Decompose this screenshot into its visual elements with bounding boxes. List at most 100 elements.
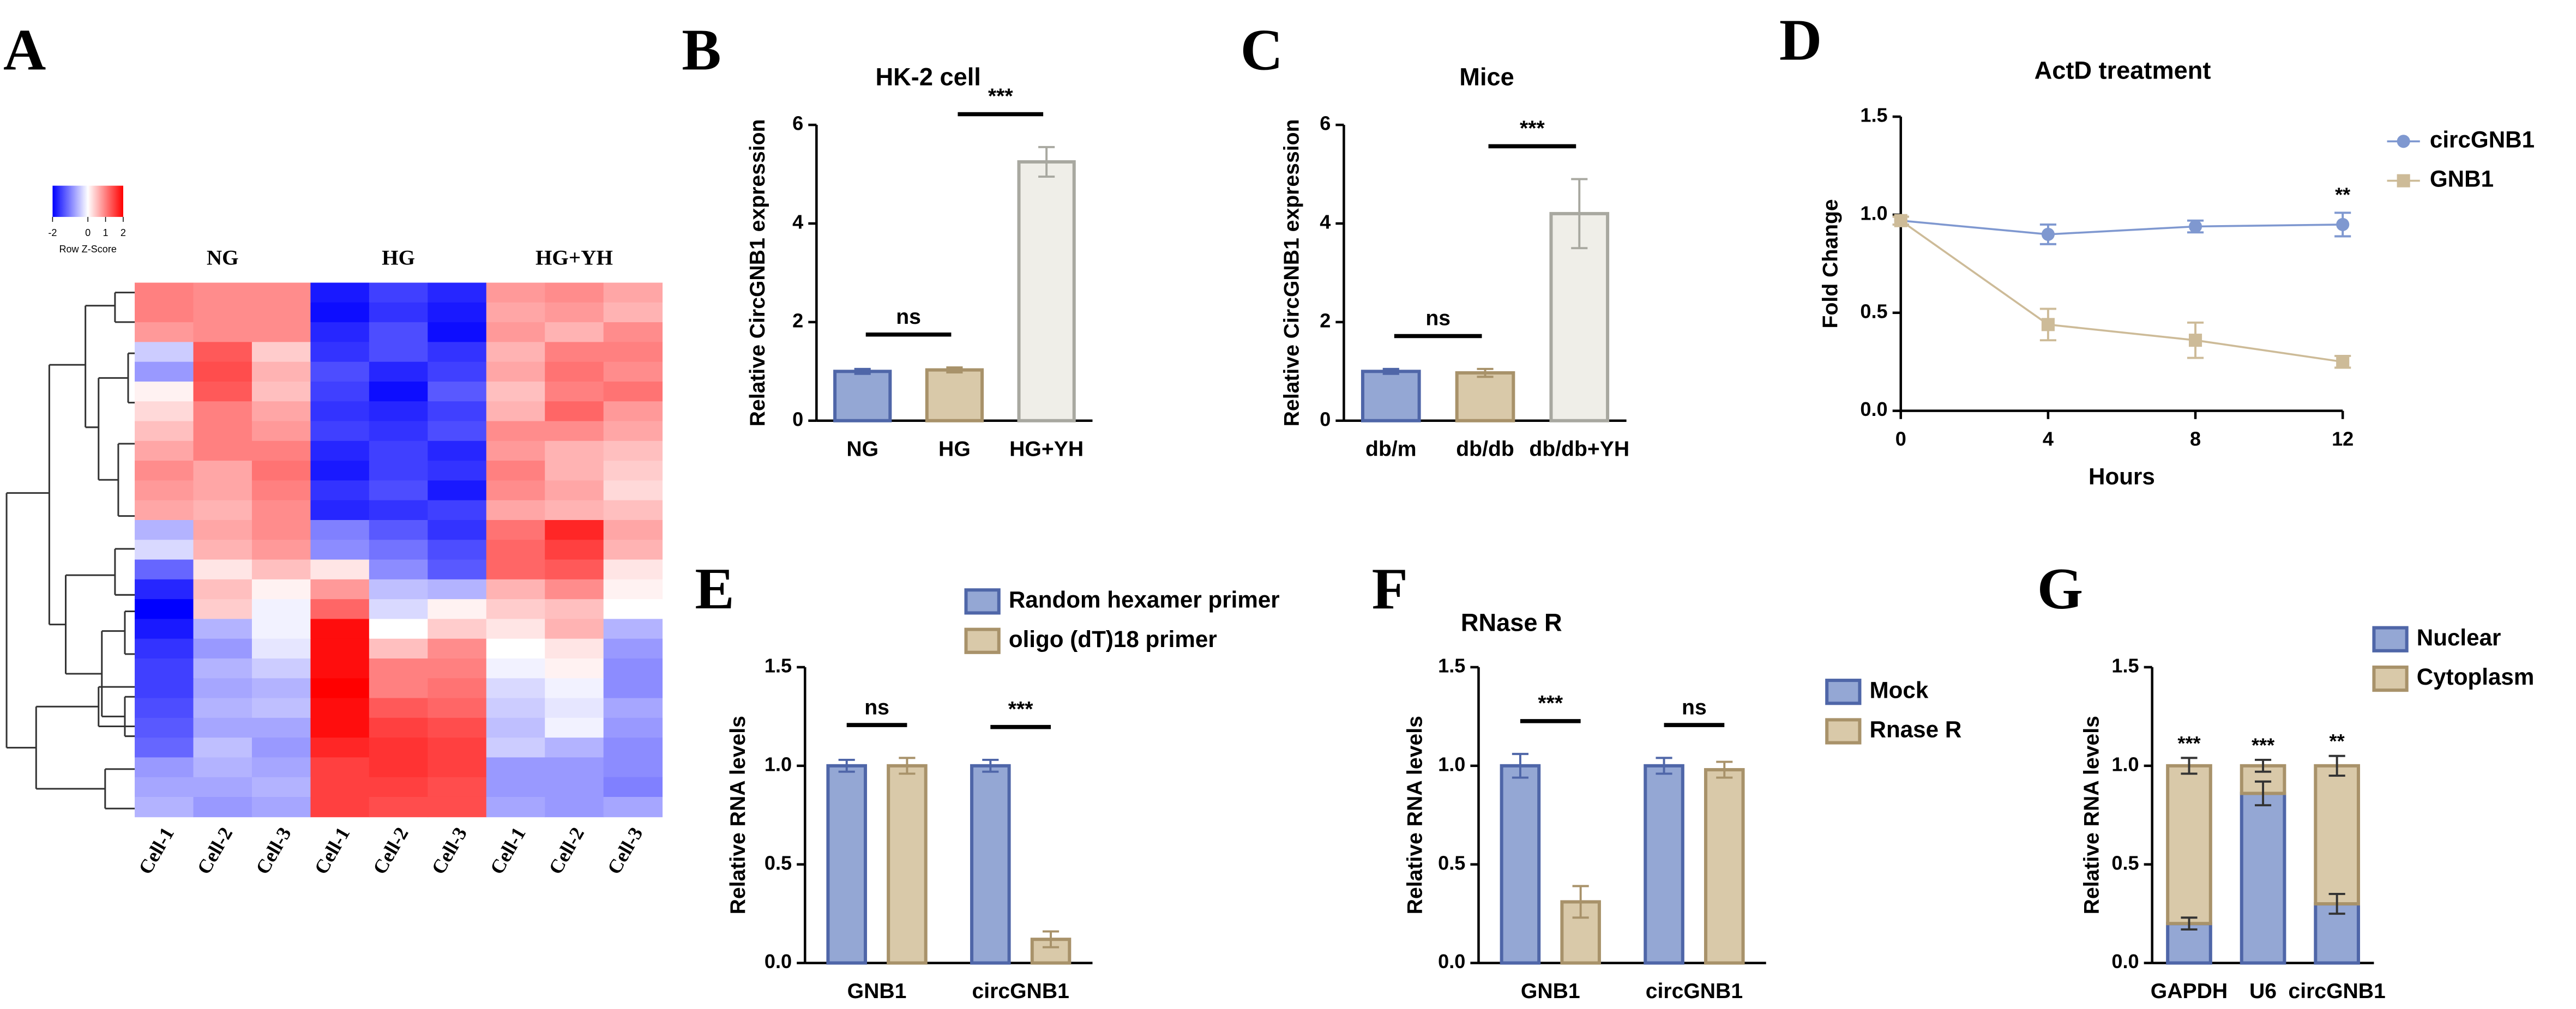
heatmap-cell — [193, 619, 252, 639]
heatmap-cell — [545, 361, 604, 382]
significance: *** — [1008, 698, 1033, 721]
x-tick-label: 8 — [2190, 427, 2201, 450]
heatmap-cell — [310, 440, 370, 462]
heatmap-cell — [369, 421, 429, 442]
heatmap-cell — [486, 698, 546, 718]
heatmap-cell — [486, 579, 546, 600]
heatmap-cell — [603, 619, 663, 639]
column-label: Cell-1 — [134, 824, 178, 878]
heatmap-cell — [486, 361, 546, 382]
column-label: Cell-1 — [486, 824, 530, 878]
marker — [2188, 220, 2202, 233]
heatmap-cell — [603, 658, 663, 679]
error-bar-line — [2181, 757, 2198, 775]
heatmap-cell — [369, 619, 429, 639]
heatmap-cell — [369, 678, 429, 699]
heatmap-cell — [545, 401, 604, 422]
marker — [2336, 355, 2350, 368]
heatmap-cell — [486, 381, 546, 402]
heatmap-cell — [135, 619, 194, 639]
bar — [1500, 764, 1541, 965]
column-label: Cell-1 — [310, 824, 354, 878]
heatmap-cell — [545, 461, 604, 481]
heatmap-cell — [428, 500, 487, 521]
heatmap-cell — [135, 559, 194, 580]
marker — [2041, 318, 2055, 331]
marker — [2336, 217, 2350, 231]
heatmap-cell — [603, 361, 663, 382]
heatmap-cell — [428, 658, 487, 679]
error-bar-line — [854, 367, 871, 375]
heatmap-cell — [428, 599, 487, 620]
error-bar — [2328, 754, 2345, 777]
heatmap-cell — [545, 579, 604, 600]
bar — [826, 764, 867, 965]
heatmap-cell — [369, 698, 429, 718]
error-bar-line — [2328, 893, 2345, 915]
colorbar-tick-label: -2 — [48, 227, 57, 238]
y-tick-label: 1.5 — [2111, 654, 2139, 676]
legend-label: Rnase R — [1870, 717, 1962, 742]
heatmap-cell — [251, 440, 311, 462]
heatmap-cell — [251, 619, 311, 639]
heatmap-cell — [486, 777, 546, 797]
heatmap-cell — [310, 757, 370, 778]
heatmap-cell — [486, 480, 546, 501]
heatmap-cell — [193, 738, 252, 758]
group-label: HG+YH — [535, 246, 613, 269]
y-tick-label: 0.0 — [1860, 398, 1887, 420]
heatmap-cell — [369, 381, 429, 402]
heatmap-cell — [603, 698, 663, 718]
heatmap-cell — [545, 282, 604, 303]
heatmap-cell — [603, 717, 663, 739]
heatmap-cell — [603, 519, 663, 541]
y-tick-label: 4 — [792, 211, 803, 233]
error-bar — [899, 757, 916, 775]
heatmap-cell — [193, 658, 252, 679]
bar-segment — [2240, 792, 2286, 965]
heatmap-cell — [310, 282, 370, 303]
heatmap-cell — [193, 519, 252, 541]
heatmap-cell — [428, 540, 487, 560]
error-bar-line — [2328, 754, 2345, 777]
heatmap-cell — [310, 599, 370, 620]
heatmap-cell — [486, 401, 546, 422]
x-tick-label: db/m — [1365, 437, 1417, 461]
heatmap-cell — [428, 738, 487, 758]
column-label: Cell-2 — [193, 824, 237, 878]
error-bar — [946, 366, 963, 374]
x-tick-label: HG+YH — [1009, 437, 1084, 461]
heatmap-cell — [135, 658, 194, 679]
error-bar — [2181, 916, 2198, 931]
bar — [1017, 160, 1076, 422]
heatmap-cell — [251, 421, 311, 442]
heatmap-cell — [486, 757, 546, 778]
heatmap-cell — [486, 500, 546, 521]
heatmap-cell — [545, 302, 604, 323]
significance: ns — [1682, 696, 1707, 719]
legend-swatch — [964, 588, 1001, 615]
y-tick-label: 1.5 — [1860, 104, 1887, 126]
heatmap-cell — [603, 421, 663, 442]
series-line — [1900, 220, 2343, 363]
heatmap-cell — [428, 461, 487, 481]
panel-letter: A — [3, 17, 46, 82]
heatmap-cell — [486, 519, 546, 541]
heatmap-cell — [545, 519, 604, 541]
heatmap-cell — [369, 579, 429, 600]
heatmap-cell — [135, 698, 194, 718]
heatmap-cell — [310, 559, 370, 580]
error-bar-line — [1572, 885, 1589, 919]
legend-label: Cytoplasm — [2417, 664, 2535, 690]
y-tick-label: 1.5 — [1438, 654, 1465, 676]
x-tick-label: NG — [846, 437, 878, 461]
y-tick-label: 4 — [1320, 211, 1331, 233]
heatmap-cell — [251, 678, 311, 699]
heatmap-cell — [603, 757, 663, 778]
x-tick-label: GNB1 — [847, 980, 907, 1003]
heatmap-cell — [486, 282, 546, 303]
error-bar — [854, 367, 871, 375]
significance: *** — [2177, 732, 2201, 754]
error-bar — [1656, 757, 1672, 775]
